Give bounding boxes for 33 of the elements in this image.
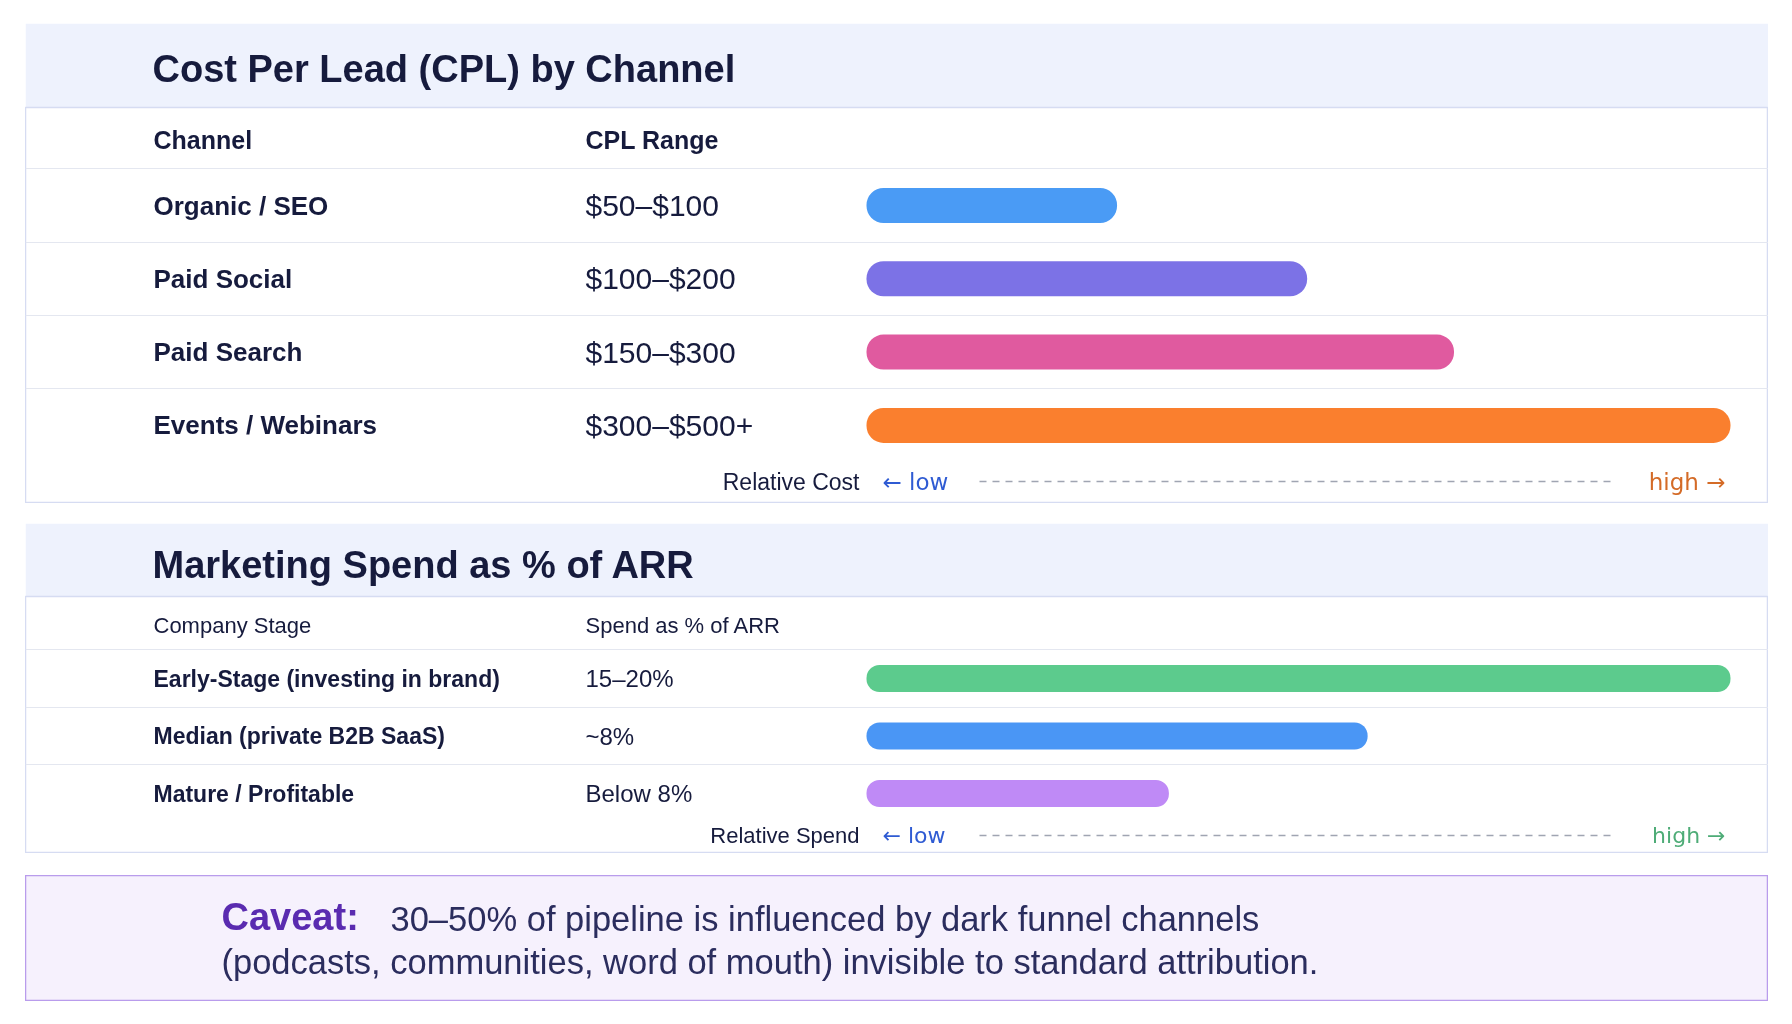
text: CPL Range — [585, 125, 719, 154]
y-tick-label: Paid Social — [153, 263, 293, 294]
x-axis-title: Relative Spend — [710, 823, 860, 848]
bar — [866, 188, 1118, 223]
bar — [866, 334, 1455, 370]
text: ← low — [882, 823, 946, 848]
y-tick-label: Early-Stage (investing in brand) — [153, 665, 500, 692]
text: 30–50% of pipeline is influenced by dark funnel channels — [390, 899, 1260, 938]
bar — [866, 407, 1731, 443]
x-axis-title: Relative Cost — [722, 468, 861, 495]
y-tick-label: Events / Webinars — [153, 410, 377, 441]
text: high → — [1648, 468, 1726, 495]
text: high → — [1652, 823, 1726, 848]
y-tick-label: Organic / SEO — [153, 190, 329, 221]
text: $50–$100 — [585, 189, 719, 222]
text: $300–$500+ — [585, 408, 754, 442]
text: Marketing Spend as % of ARR — [152, 543, 694, 586]
text: (podcasts, communities, word of mouth) invisible to standard attribution. — [221, 942, 1319, 981]
y-tick-label: Mature / Profitable — [153, 780, 355, 807]
text: Spend as % of ARR — [585, 613, 780, 638]
y-tick-label: Median (private B2B SaaS) — [153, 723, 445, 749]
text: 15–20% — [585, 665, 674, 692]
text: ← low — [882, 468, 949, 495]
text: Caveat: — [221, 895, 359, 938]
y-axis-title: Company Stage — [153, 613, 312, 638]
text: Cost Per Lead (CPL) by Channel — [152, 48, 736, 90]
y-tick-label: Paid Search — [153, 337, 303, 368]
text: $100–$200 — [585, 262, 736, 296]
text: ~8% — [585, 722, 635, 750]
text: Below 8% — [585, 780, 693, 807]
y-axis-title: Channel — [153, 125, 253, 154]
text: $150–$300 — [585, 335, 736, 369]
bar — [866, 261, 1308, 297]
